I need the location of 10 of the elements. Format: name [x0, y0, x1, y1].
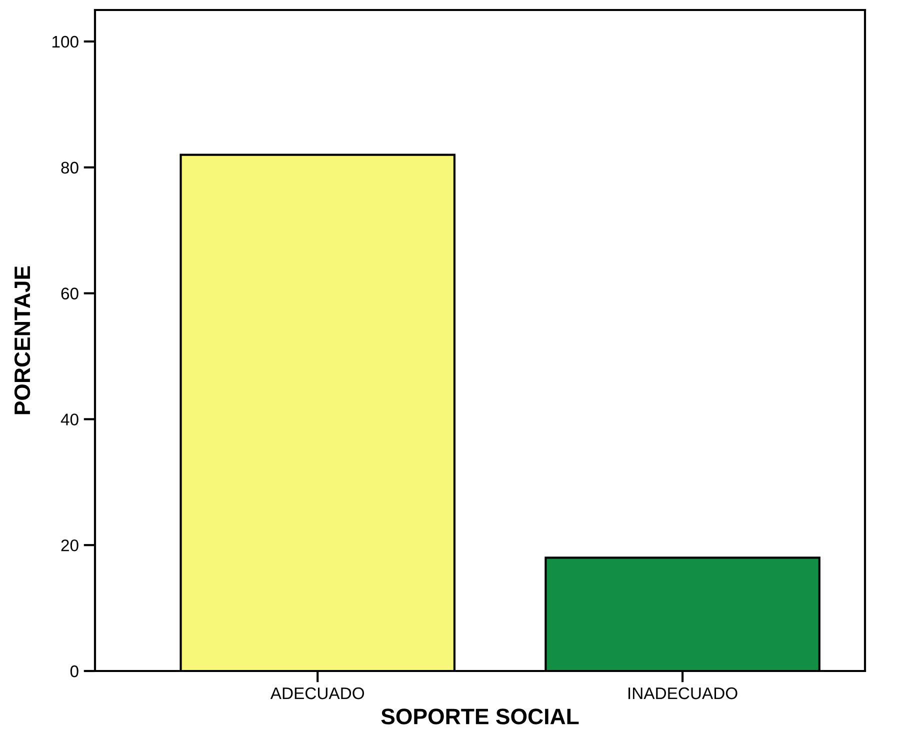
y-tick-label: 20 [61, 539, 78, 552]
y-tick-label: 60 [61, 288, 78, 300]
y-tick-label: 80 [61, 162, 78, 174]
x-axis-title: SOPORTE SOCIAL [381, 708, 579, 724]
x-tick-label: ADECUADO [270, 687, 364, 700]
y-tick-label: 100 [52, 36, 78, 48]
y-axis-title: PORCENTAJE [14, 266, 30, 414]
y-tick-label: 40 [60, 414, 78, 426]
x-tick-label: INADECUADO [628, 687, 738, 700]
y-tick-label: 0 [70, 665, 78, 678]
